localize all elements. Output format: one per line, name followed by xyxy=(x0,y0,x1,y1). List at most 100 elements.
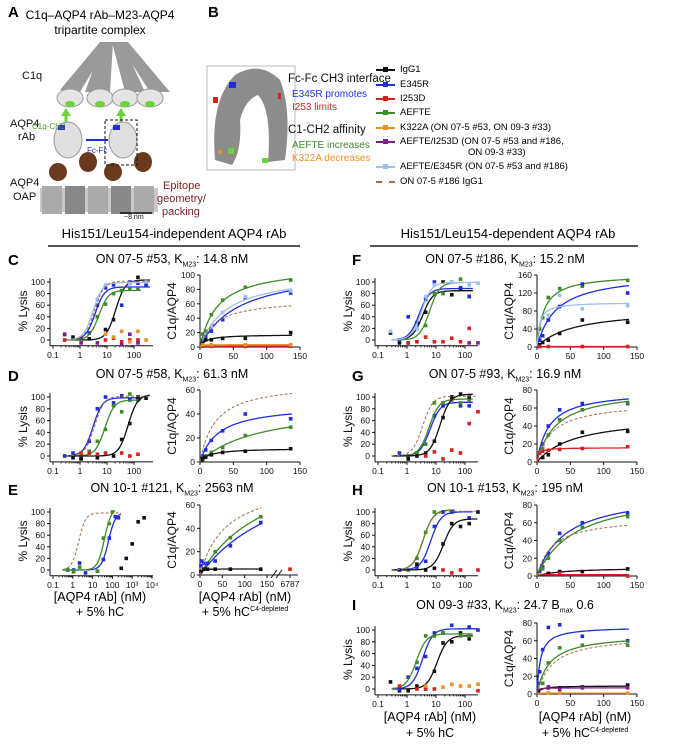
data-point xyxy=(119,288,124,293)
y-tick-label: 60 xyxy=(523,518,533,528)
data-point xyxy=(540,340,545,345)
data-point xyxy=(467,341,472,345)
data-point xyxy=(83,571,88,575)
x-tick-label: 0 xyxy=(535,698,540,708)
title-subscript: M23 xyxy=(184,490,198,498)
data-point xyxy=(458,286,463,290)
data-point xyxy=(111,454,116,458)
y-tick-label: 100 xyxy=(31,277,45,287)
y-tick-label: 60 xyxy=(36,530,46,540)
data-point xyxy=(77,565,82,569)
data-point xyxy=(111,335,116,339)
data-point xyxy=(580,685,585,690)
data-point xyxy=(546,661,551,665)
data-point xyxy=(406,457,411,461)
data-point xyxy=(119,303,124,307)
data-point xyxy=(220,429,225,433)
data-point xyxy=(423,294,428,299)
c1q-y-axis-label: C1q/AQP4 xyxy=(165,282,179,340)
data-point xyxy=(537,344,542,349)
data-point xyxy=(397,687,402,691)
data-point xyxy=(200,454,205,458)
aqp4-tetramer xyxy=(42,186,62,214)
data-point xyxy=(625,303,630,308)
data-point xyxy=(537,327,542,331)
x-tick-label: 100 xyxy=(597,698,611,708)
y-tick-label: 60 xyxy=(361,300,371,310)
lysis-y-axis-label: % Lysis xyxy=(16,291,30,332)
data-point xyxy=(124,556,129,561)
x-tick-label: 0 xyxy=(198,351,203,361)
aefte-label: AEFTE increases xyxy=(292,140,370,151)
y-tick-label: 40 xyxy=(361,427,371,437)
data-point xyxy=(557,571,562,576)
data-point xyxy=(432,687,437,691)
y-tick-label: 100 xyxy=(356,392,370,402)
data-point xyxy=(203,338,208,342)
x-axis-sublabel-i-lysis: + 5% hC xyxy=(405,726,455,740)
title-subscript: max xyxy=(559,607,573,615)
y-tick-label: 0 xyxy=(40,451,45,461)
data-point xyxy=(432,280,437,284)
data-point xyxy=(243,343,248,347)
antibody-fc xyxy=(53,121,83,159)
x-tick-label: 100 xyxy=(458,350,472,360)
data-point xyxy=(625,691,630,695)
data-point xyxy=(546,556,551,561)
panel-letter-i: I xyxy=(352,597,357,614)
data-point xyxy=(415,451,419,455)
data-point xyxy=(432,669,437,674)
y-tick-label: 20 xyxy=(523,553,533,563)
c1q-y-axis-label: C1q/AQP4 xyxy=(502,629,516,687)
data-point xyxy=(415,326,419,331)
panel-a-title-2: tripartite complex xyxy=(54,23,146,37)
data-point xyxy=(199,559,204,563)
label-c1q-ch2: C1q-CH2 xyxy=(32,122,66,131)
data-point xyxy=(243,336,248,341)
e345r-site-structure xyxy=(229,82,236,88)
data-point xyxy=(415,556,419,561)
data-point xyxy=(546,625,551,630)
data-point xyxy=(580,643,585,647)
data-point xyxy=(103,451,108,455)
x-tick-label: 0.1 xyxy=(372,350,384,360)
x-axis-sublabel-e-lysis: + 5% hC xyxy=(75,605,125,619)
data-point xyxy=(540,449,545,453)
data-point xyxy=(397,341,402,345)
data-point xyxy=(432,631,437,635)
data-point xyxy=(71,335,75,339)
x-axis-sublabel-e-c1q: + 5% hCC4-depleted xyxy=(202,605,288,619)
fit-curve-e345r xyxy=(391,401,473,457)
data-point xyxy=(288,425,293,429)
y-tick-label: 100 xyxy=(356,625,370,635)
data-point xyxy=(119,451,124,455)
y-tick-label: 80 xyxy=(361,637,371,647)
fit-curve-e345r xyxy=(199,413,293,463)
data-point xyxy=(546,313,551,318)
data-point xyxy=(213,567,217,571)
arrowhead xyxy=(116,108,126,116)
data-point xyxy=(467,421,472,426)
label-aqp4-oap-2: OAP xyxy=(13,191,37,203)
data-point xyxy=(136,338,140,342)
data-point xyxy=(111,283,116,287)
data-point xyxy=(546,318,551,322)
fit-curve-e345r xyxy=(199,522,262,576)
y-tick-label: 0 xyxy=(190,457,195,467)
data-point xyxy=(220,317,225,322)
data-point xyxy=(119,566,124,571)
y-tick-label: 20 xyxy=(523,439,533,449)
data-point xyxy=(625,444,630,449)
data-point xyxy=(625,429,630,434)
title-subscript: M23 xyxy=(520,490,535,498)
legend-label: IgG1 xyxy=(400,64,421,75)
panel-title-f: ON 07-5 #186, KM23: 15.2 nM xyxy=(425,252,585,269)
data-point xyxy=(537,338,542,343)
aefte-site-structure xyxy=(228,148,234,154)
data-point xyxy=(449,521,454,526)
y-tick-label: 100 xyxy=(356,507,370,517)
data-point xyxy=(111,404,116,408)
data-point xyxy=(625,400,630,405)
data-point xyxy=(546,691,551,695)
data-point xyxy=(540,333,545,338)
